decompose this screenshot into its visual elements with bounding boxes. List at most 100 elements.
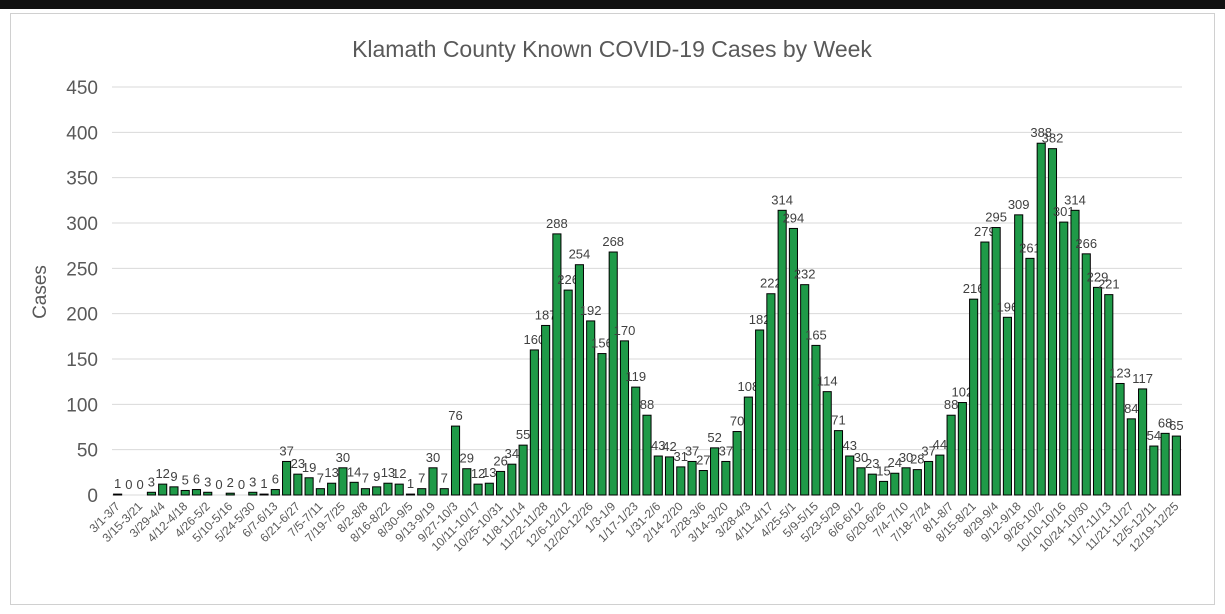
value-label: 119 [625, 369, 646, 384]
y-tick-label: 50 [77, 441, 98, 462]
value-label: 29 [460, 451, 474, 466]
value-label: 156 [591, 336, 613, 351]
bar [405, 493, 416, 496]
value-label: 0 [125, 477, 132, 492]
bar [788, 227, 798, 496]
bar [710, 447, 720, 496]
value-label: 301 [1053, 204, 1075, 219]
bar [586, 320, 596, 496]
value-label: 30 [899, 450, 913, 465]
bar [1126, 418, 1136, 496]
value-label: 30 [426, 450, 440, 465]
y-tick-label: 300 [66, 214, 98, 235]
value-label: 70 [730, 414, 744, 429]
bar [777, 209, 787, 496]
value-label: 288 [546, 216, 568, 231]
bar [529, 349, 539, 496]
bar [732, 431, 742, 496]
bar [1059, 221, 1069, 496]
bar [1047, 148, 1058, 496]
bar [541, 324, 551, 496]
bar [608, 251, 618, 496]
bar [653, 455, 663, 496]
bar [811, 344, 821, 496]
bar [1160, 432, 1170, 496]
value-label: 314 [771, 192, 793, 207]
bar [822, 391, 832, 496]
y-tick-label: 0 [87, 486, 98, 507]
value-label: 216 [963, 281, 985, 296]
value-label: 226 [557, 272, 579, 287]
value-label: 37 [719, 443, 733, 458]
bar [169, 486, 179, 496]
value-label: 71 [831, 413, 845, 428]
value-label: 19 [302, 460, 316, 475]
top-strip [0, 0, 1225, 9]
value-label: 114 [817, 374, 838, 389]
value-label: 165 [805, 327, 827, 342]
value-label: 268 [602, 234, 624, 249]
value-label: 382 [1042, 131, 1064, 146]
bar [1092, 286, 1103, 496]
value-label: 196 [997, 299, 1019, 314]
bar [439, 488, 449, 496]
bar [912, 469, 922, 496]
bar [248, 491, 258, 496]
bar [225, 492, 235, 496]
value-label: 182 [749, 312, 771, 327]
bar [743, 396, 753, 496]
value-label: 37 [685, 443, 699, 458]
value-label: 0 [137, 477, 144, 492]
value-label: 170 [614, 323, 636, 338]
value-label: 54 [1147, 428, 1161, 443]
value-label: 309 [1008, 197, 1030, 212]
value-label: 6 [193, 472, 200, 487]
bar [867, 473, 877, 496]
bar [833, 430, 844, 496]
value-label: 34 [505, 446, 519, 461]
value-label: 7 [418, 471, 425, 486]
value-label: 254 [569, 247, 591, 262]
value-label: 295 [985, 210, 1007, 225]
bar [417, 488, 427, 496]
value-label: 12 [155, 466, 169, 481]
bar [282, 460, 292, 496]
y-tick-label: 400 [66, 123, 98, 144]
bar [1115, 382, 1125, 496]
value-label: 1 [114, 476, 121, 491]
value-label: 9 [373, 469, 380, 484]
y-axis-label: Cases [30, 265, 51, 319]
bar [428, 467, 438, 496]
value-label: 7 [317, 471, 324, 486]
bar [552, 233, 562, 496]
bar [766, 293, 776, 496]
value-label: 43 [651, 438, 665, 453]
value-label: 42 [662, 439, 676, 454]
value-label: 222 [760, 276, 782, 291]
bar [327, 482, 337, 496]
value-label: 30 [336, 450, 350, 465]
value-label: 160 [524, 332, 546, 347]
bar [800, 284, 810, 496]
bar [450, 425, 461, 496]
value-label: 7 [362, 471, 369, 486]
value-label: 23 [865, 456, 879, 471]
value-label: 266 [1075, 236, 1097, 251]
value-label: 65 [1169, 418, 1183, 433]
bar [1025, 257, 1035, 496]
bar [935, 454, 945, 496]
bar [642, 414, 652, 496]
bar [203, 491, 213, 496]
bar [1070, 209, 1080, 496]
value-label: 52 [707, 430, 721, 445]
bar [901, 467, 911, 496]
value-label: 1 [407, 476, 414, 491]
value-label: 5 [182, 472, 189, 487]
bar [687, 460, 697, 496]
value-label: 294 [783, 210, 805, 225]
bar [315, 488, 325, 496]
value-label: 229 [1087, 269, 1109, 284]
bar [845, 455, 855, 496]
bar [991, 227, 1001, 496]
bar [1171, 435, 1181, 496]
